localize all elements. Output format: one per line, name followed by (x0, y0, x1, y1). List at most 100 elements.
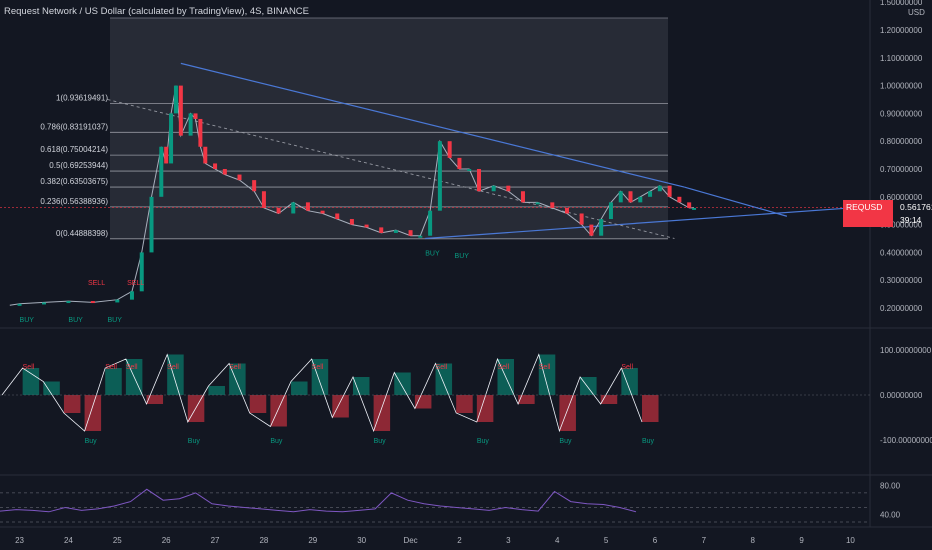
osc-tick: -100.00000000 (880, 436, 932, 445)
candle (203, 146, 208, 164)
candle (198, 118, 203, 147)
candle (628, 191, 633, 203)
candle (428, 210, 433, 236)
candle (520, 191, 525, 203)
osc-sell-label: Sell (23, 364, 35, 371)
candle (437, 141, 442, 211)
candle (618, 191, 623, 203)
osc-bar (146, 395, 164, 404)
candle (178, 85, 183, 136)
candle (335, 213, 340, 220)
buy-signal: BUY (20, 317, 35, 324)
time-tick: 26 (162, 536, 171, 545)
candle (90, 301, 95, 304)
osc-bar (249, 395, 267, 413)
candle (149, 196, 154, 253)
osc-bar (291, 381, 308, 395)
osc-sell-label: Sell (621, 364, 633, 371)
rsi-line (0, 488, 637, 513)
candle (667, 185, 672, 197)
osc-buy-label: Buy (374, 438, 387, 445)
time-tick: 25 (113, 536, 122, 545)
osc-bar (642, 395, 659, 422)
candle (393, 230, 398, 233)
price-tick: 1.10000000 (880, 54, 923, 63)
time-tick: 7 (702, 536, 707, 545)
sell-signal: SELL (127, 280, 144, 287)
price-tick: 1.00000000 (880, 82, 923, 91)
osc-buy-label: Buy (642, 438, 655, 445)
osc-tick: 0.00000000 (880, 391, 923, 400)
time-tick: 30 (357, 536, 366, 545)
time-tick: 24 (64, 536, 73, 545)
osc-bar (373, 395, 391, 431)
candle (237, 174, 242, 181)
time-tick: 8 (750, 536, 755, 545)
candle (608, 202, 613, 220)
osc-sell-label: Sell (312, 364, 324, 371)
candle (291, 202, 296, 214)
time-tick: 28 (259, 536, 268, 545)
time-tick: Dec (403, 536, 417, 545)
osc-bar (167, 354, 184, 395)
price-tick: 0.50000000 (880, 221, 923, 230)
candle (222, 169, 227, 175)
osc-bar (580, 377, 597, 395)
osc-sell-label: Sell (167, 364, 179, 371)
price-tick: 0.40000000 (880, 248, 923, 257)
price-tick: 0.80000000 (880, 137, 923, 146)
chart-title: Request Network / US Dollar (calculated … (4, 6, 310, 17)
osc-bar (208, 386, 225, 395)
candle (418, 235, 423, 238)
candle (476, 169, 481, 192)
osc-bar (518, 395, 535, 404)
current-price-badge: REQUSD 0.56176118 39:14 (843, 200, 932, 227)
candle (579, 213, 584, 225)
candle (66, 301, 71, 304)
time-tick: 6 (653, 536, 658, 545)
fib-box (110, 18, 668, 239)
candle (41, 302, 46, 305)
candle (305, 202, 310, 211)
fib-level-label: 0.382(0.63503675) (40, 177, 108, 186)
osc-buy-label: Buy (188, 438, 201, 445)
candle (379, 227, 384, 233)
osc-sell-label: Sell (497, 364, 509, 371)
buy-signal: BUY (108, 317, 123, 324)
candle (193, 113, 198, 119)
price-tick: 0.30000000 (880, 276, 923, 285)
time-tick: 9 (799, 536, 804, 545)
osc-sell-label: Sell (436, 364, 448, 371)
osc-sell-label: Sell (105, 364, 117, 371)
osc-bar (394, 372, 411, 395)
osc-bar (22, 368, 40, 395)
osc-line (1, 353, 643, 433)
current-price: 0.56176118 (900, 202, 932, 212)
rsi-tick: 80.00 (880, 482, 901, 491)
osc-bar (435, 363, 453, 395)
candle (164, 146, 169, 164)
price-tick: 0.70000000 (880, 165, 923, 174)
candle (599, 219, 604, 236)
candle (276, 207, 281, 214)
candle (408, 230, 413, 236)
time-tick: 10 (846, 536, 855, 545)
candle (261, 191, 266, 208)
buy-signal: BUY (455, 253, 470, 260)
osc-bar (352, 377, 370, 395)
price-tick: 0.60000000 (880, 193, 923, 202)
axis-currency: USD (908, 8, 925, 17)
candle (564, 207, 569, 214)
price-tick: 0.20000000 (880, 304, 923, 313)
fib-level-label: 0.236(0.56388936) (40, 197, 108, 206)
candle (173, 85, 178, 114)
time-tick: 5 (604, 536, 609, 545)
fib-level-label: 0.5(0.69253944) (49, 161, 108, 170)
candle (457, 157, 462, 169)
osc-bar (311, 359, 329, 395)
osc-bar (84, 395, 102, 431)
osc-bar (270, 395, 287, 427)
trendline-upper (180, 62, 685, 188)
candle (687, 202, 692, 208)
